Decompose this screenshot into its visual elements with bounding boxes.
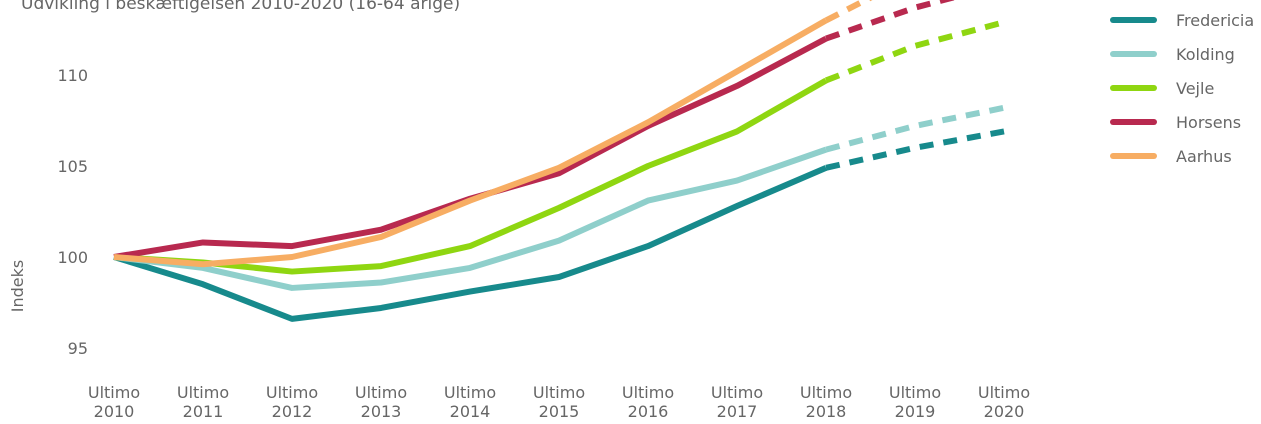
- x-tick-label-line: 2011: [183, 402, 224, 421]
- legend-label: Vejle: [1176, 79, 1214, 98]
- series-line-forecast: [824, 0, 873, 24]
- legend-label: Fredericia: [1176, 11, 1254, 30]
- x-tick-label-line: Ultimo: [355, 383, 407, 402]
- x-tick-label: Ultimo 2020: [978, 383, 1030, 421]
- x-tick-label-line: Ultimo: [622, 383, 674, 402]
- series-lines: [113, 0, 1005, 322]
- chart-title: Udvikling i beskæftigelsen 2010-2020 (16…: [21, 0, 460, 14]
- x-tick-label: Ultimo 2014: [444, 383, 496, 421]
- y-tick-label: 100: [57, 248, 88, 267]
- x-tick-label: Ultimo 2019: [889, 383, 941, 421]
- series-line-actual: [113, 17, 828, 268]
- y-axis-label: Indeks: [8, 260, 27, 312]
- x-tick-label-line: 2010: [94, 402, 135, 421]
- x-tick-label: Ultimo 2011: [177, 383, 229, 421]
- x-tick-label: Ultimo 2015: [533, 383, 585, 421]
- x-tick-label-line: 2019: [895, 402, 936, 421]
- x-tick-label-line: Ultimo: [978, 383, 1030, 402]
- x-tick-label-line: 2018: [806, 402, 847, 421]
- legend: Fredericia Kolding Vejle Horsens Aarhus: [1110, 11, 1254, 166]
- x-tick-label: Ultimo 2013: [355, 383, 407, 421]
- x-tick-label-line: Ultimo: [800, 383, 852, 402]
- x-tick-label-line: Ultimo: [711, 383, 763, 402]
- y-axis-ticks: 95 100 105 110: [57, 66, 88, 358]
- x-tick-label: Ultimo 2010: [88, 383, 140, 421]
- x-tick-label-line: Ultimo: [444, 383, 496, 402]
- x-tick-label: Ultimo 2018: [800, 383, 852, 421]
- series-line-actual: [113, 146, 827, 291]
- x-tick-label-line: 2013: [361, 402, 402, 421]
- series-line-forecast: [825, 104, 1005, 153]
- x-tick-label-line: Ultimo: [88, 383, 140, 402]
- y-tick-label: 105: [57, 157, 88, 176]
- y-tick-label: 110: [57, 66, 88, 85]
- x-tick-label-line: 2014: [450, 402, 491, 421]
- x-tick-label-line: Ultimo: [533, 383, 585, 402]
- x-tick-label-line: Ultimo: [177, 383, 229, 402]
- x-tick-label-line: 2012: [272, 402, 313, 421]
- y-tick-label: 95: [68, 339, 88, 358]
- x-tick-label: Ultimo 2016: [622, 383, 674, 421]
- legend-label: Aarhus: [1176, 147, 1232, 166]
- legend-label: Horsens: [1176, 113, 1241, 132]
- legend-label: Kolding: [1176, 45, 1235, 64]
- x-tick-label-line: 2020: [984, 402, 1025, 421]
- series-line-actual: [113, 165, 828, 322]
- series-line-forecast: [825, 0, 956, 42]
- x-tick-label: Ultimo 2017: [711, 383, 763, 421]
- series-line-actual: [113, 77, 828, 275]
- series-line-forecast: [825, 128, 1005, 171]
- x-tick-label-line: 2017: [717, 402, 758, 421]
- x-tick-label-line: Ultimo: [266, 383, 318, 402]
- x-tick-label-line: 2016: [628, 402, 669, 421]
- x-tick-label-line: 2015: [539, 402, 580, 421]
- x-tick-label: Ultimo 2012: [266, 383, 318, 421]
- x-tick-label-line: Ultimo: [889, 383, 941, 402]
- series-line-forecast: [824, 19, 1005, 84]
- series-line-actual: [113, 35, 828, 260]
